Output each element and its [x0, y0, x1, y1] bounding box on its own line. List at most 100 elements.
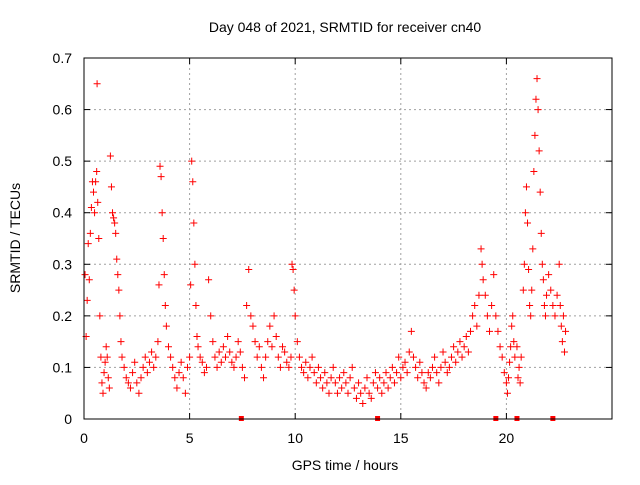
data-point [81, 271, 89, 279]
data-point [342, 379, 350, 387]
chart-title: Day 048 of 2021, SRMTID for receiver cn4… [209, 19, 482, 35]
data-point [458, 353, 466, 361]
data-point [405, 348, 413, 356]
data-point [264, 338, 272, 346]
data-point [187, 281, 195, 289]
data-point [279, 343, 287, 351]
data-point [496, 343, 504, 351]
data-point [348, 363, 356, 371]
data-point [129, 369, 137, 377]
data-point [414, 374, 422, 382]
data-point [540, 302, 548, 310]
data-point [232, 353, 240, 361]
data-point [454, 348, 462, 356]
y-tick-label: 0.3 [53, 256, 73, 272]
data-point [331, 379, 339, 387]
y-tick-labels: 0 0.1 0.2 0.3 0.4 0.5 0.6 0.7 [53, 50, 73, 427]
x-tick-label: 5 [186, 430, 194, 446]
data-point [175, 369, 183, 377]
data-point [133, 379, 141, 387]
data-point [295, 353, 303, 361]
data-point [528, 286, 536, 294]
data-point [137, 374, 145, 382]
data-point [500, 369, 508, 377]
data-point [492, 312, 500, 320]
data-point [488, 302, 496, 310]
data-point [424, 369, 432, 377]
data-point [433, 369, 441, 377]
data-point [167, 353, 175, 361]
data-point [525, 265, 533, 273]
data-point [336, 374, 344, 382]
data-point [143, 369, 151, 377]
data-point [473, 322, 481, 330]
data-point [302, 358, 310, 366]
data-point [543, 291, 551, 299]
data-point [211, 353, 219, 361]
data-point [367, 394, 375, 402]
data-point [288, 260, 296, 268]
data-point [365, 389, 373, 397]
data-point [352, 394, 360, 402]
data-point [274, 353, 282, 361]
data-point [494, 327, 502, 335]
data-point [533, 75, 541, 83]
data-point [266, 322, 274, 330]
data-point [117, 338, 125, 346]
data-point [338, 384, 346, 392]
y-axis-label: SRMTID / TECUs [7, 183, 23, 293]
data-point [431, 353, 439, 361]
data-point [403, 369, 411, 377]
data-point [222, 353, 230, 361]
data-point [162, 322, 170, 330]
y-tick-label: 0.6 [53, 102, 73, 118]
data-point [437, 363, 445, 371]
data-point [289, 265, 297, 273]
data-point [390, 379, 398, 387]
data-point [226, 348, 234, 356]
data-point [207, 312, 215, 320]
data-point [85, 276, 93, 284]
data-point [407, 327, 415, 335]
data-point [549, 302, 557, 310]
data-point [112, 229, 120, 237]
data-point [308, 353, 316, 361]
data-point [194, 343, 202, 351]
data-point [562, 327, 570, 335]
data-point [521, 209, 529, 217]
data-point [236, 348, 244, 356]
data-point [215, 348, 223, 356]
data-point [321, 369, 329, 377]
y-tick-label: 0.4 [53, 205, 73, 221]
data-point [105, 384, 113, 392]
data-point [514, 374, 522, 382]
data-point [520, 260, 528, 268]
data-point [298, 363, 306, 371]
data-point [536, 188, 544, 196]
data-point [517, 353, 525, 361]
y-tick-label: 0.5 [53, 153, 73, 169]
data-point [460, 343, 468, 351]
data-point [401, 358, 409, 366]
data-point [306, 363, 314, 371]
data-point [502, 379, 510, 387]
data-point [555, 260, 563, 268]
data-point [409, 353, 417, 361]
data-point [145, 358, 153, 366]
data-point [213, 363, 221, 371]
data-point [340, 369, 348, 377]
data-point [217, 358, 225, 366]
data-point [551, 312, 559, 320]
data-point [304, 374, 312, 382]
data-point [503, 389, 511, 397]
data-point [538, 260, 546, 268]
data-point [426, 374, 434, 382]
data-point [104, 374, 112, 382]
data-point [90, 188, 98, 196]
data-point [371, 369, 379, 377]
data-point [160, 271, 168, 279]
data-point [559, 312, 567, 320]
data-point [526, 302, 534, 310]
